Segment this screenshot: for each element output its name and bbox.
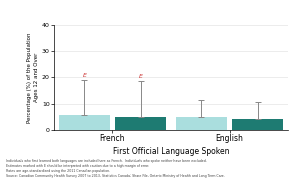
- Bar: [115, 117, 166, 130]
- Bar: [176, 117, 227, 130]
- Y-axis label: Percentage (%) of the Population
Ages 12 and Over: Percentage (%) of the Population Ages 12…: [27, 32, 39, 123]
- Bar: [232, 119, 283, 130]
- Text: Individuals who first learned both languages are included here as French.  Indiv: Individuals who first learned both langu…: [6, 159, 225, 178]
- Text: E: E: [82, 73, 86, 78]
- X-axis label: First Official Language Spoken: First Official Language Spoken: [113, 147, 229, 156]
- Text: E: E: [139, 74, 142, 79]
- Bar: [59, 115, 110, 130]
